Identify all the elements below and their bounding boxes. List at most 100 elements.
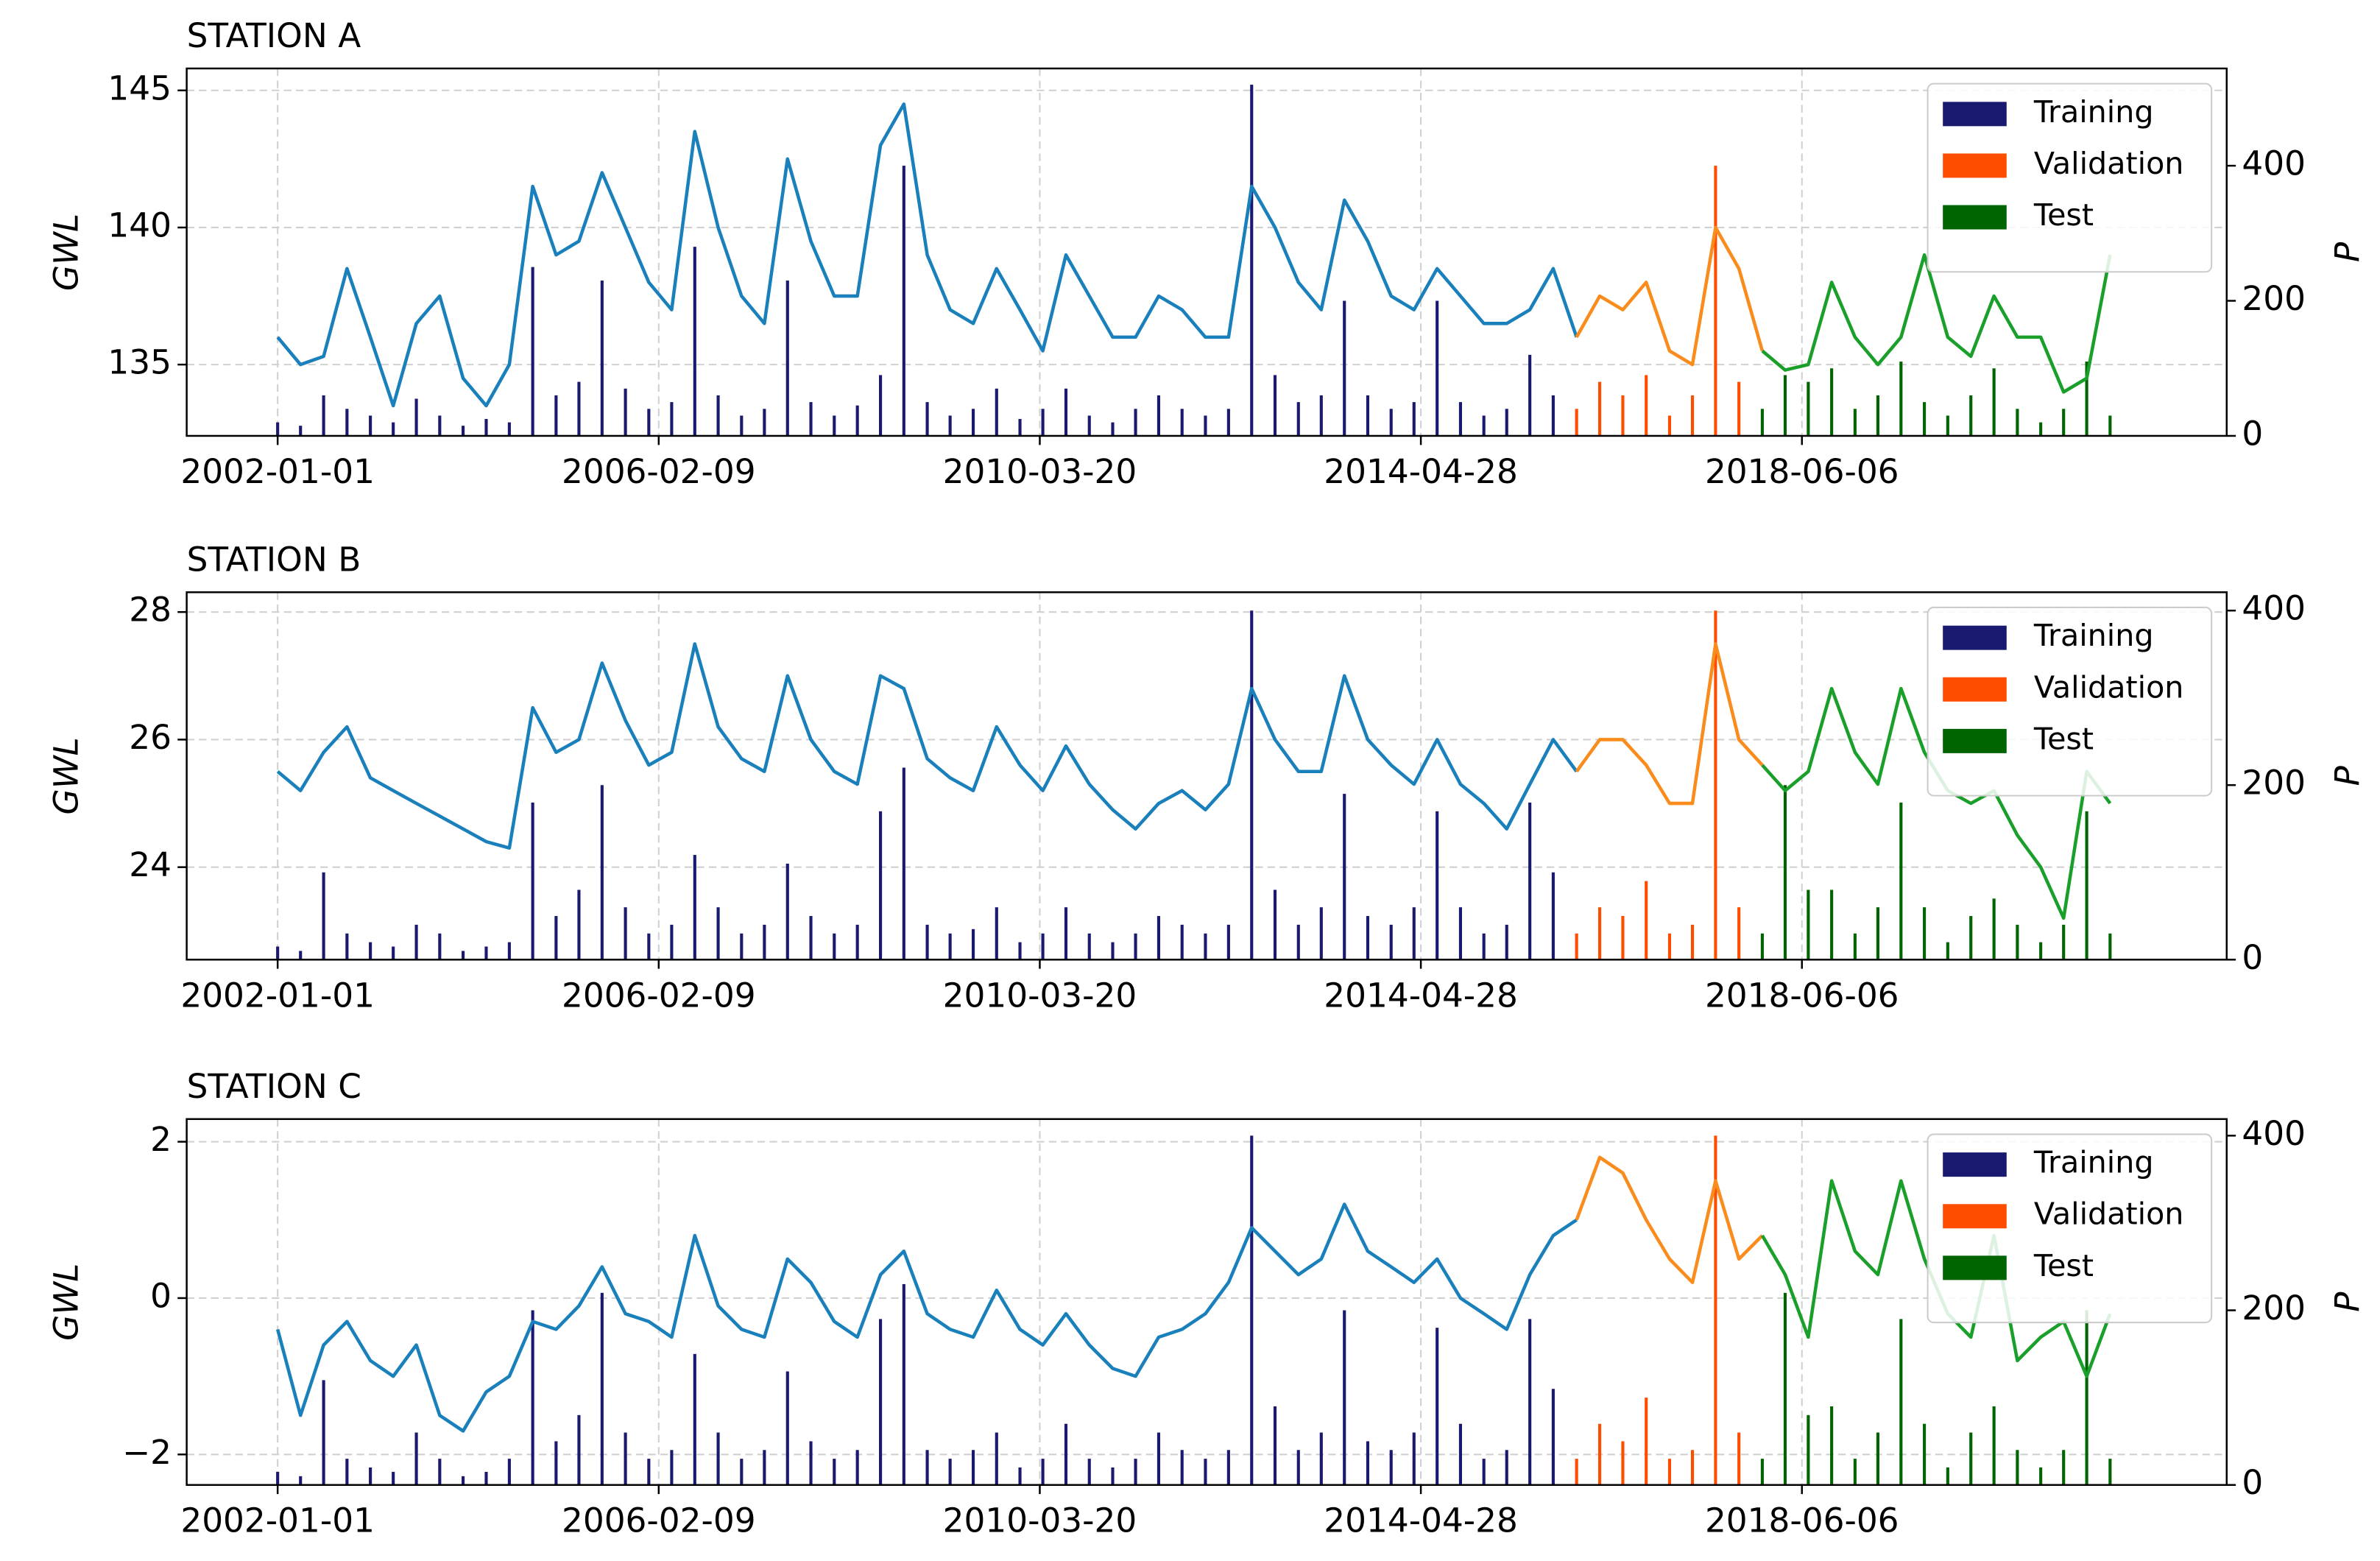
- legend-swatch: [1943, 1255, 2007, 1280]
- precip-bar: [1087, 1459, 1091, 1485]
- gwl-line: [1575, 642, 1764, 806]
- precip-bar: [1226, 409, 1230, 436]
- precip-bar: [1157, 395, 1161, 436]
- x-tick-label: 2006-02-09: [562, 452, 756, 491]
- precip-bar: [740, 933, 744, 960]
- y2-tick-label: 200: [2242, 764, 2306, 803]
- precip-bar: [1018, 419, 1022, 436]
- y-tick-label: 145: [107, 68, 172, 108]
- precip-bar: [1992, 1406, 1996, 1485]
- precip-bar: [577, 381, 581, 436]
- precip-bar: [1597, 1423, 1602, 1485]
- precip-bar: [647, 933, 651, 960]
- precip-bar: [1412, 1432, 1416, 1485]
- precip-bar: [322, 395, 325, 436]
- precip-bar: [392, 1471, 395, 1485]
- precip-bar: [1064, 907, 1068, 960]
- legend-label: Test: [2033, 197, 2094, 233]
- legend-label: Validation: [2034, 146, 2184, 181]
- precip-bar: [276, 1471, 280, 1485]
- precip-bar: [1064, 388, 1068, 436]
- legend-label: Training: [2033, 618, 2154, 653]
- precip-bar: [995, 388, 998, 436]
- y-axis-label: GWL: [46, 1264, 85, 1341]
- precip-bar: [1412, 402, 1416, 436]
- precip-bar: [1923, 907, 1927, 960]
- precip-bar: [1923, 402, 1927, 436]
- precip-bar: [1111, 942, 1115, 960]
- precip-bar: [809, 402, 813, 436]
- precip-bar: [1482, 933, 1486, 960]
- precip-bar: [600, 1292, 604, 1485]
- plot-frame: [186, 67, 2228, 437]
- x-tick-label: 2018-06-06: [1705, 452, 1899, 491]
- precip-bar: [971, 1450, 975, 1485]
- precip-bar: [1969, 916, 1973, 960]
- precip-bar: [1714, 166, 1717, 436]
- precip-bar: [1482, 415, 1486, 436]
- precip-bar: [438, 415, 442, 436]
- precip-bar: [647, 409, 651, 436]
- x-tick-label: 2014-04-28: [1324, 1501, 1518, 1540]
- precip-bar: [1783, 1292, 1787, 1485]
- x-tick-label: 2010-03-20: [943, 976, 1137, 1015]
- precip-bar: [1134, 1459, 1137, 1485]
- x-tick-label: 2018-06-06: [1705, 1501, 1899, 1540]
- precip-bar: [670, 1450, 674, 1485]
- precip-bar: [554, 916, 558, 960]
- precip-bar: [1482, 1459, 1486, 1485]
- y2-tick-label: 400: [2242, 1114, 2306, 1153]
- y2-tick-label: 0: [2242, 938, 2263, 977]
- precip-bar: [2108, 1459, 2112, 1485]
- precip-bar: [1319, 395, 1323, 436]
- precip-bar: [462, 1476, 465, 1485]
- precip-bar: [855, 1450, 859, 1485]
- precip-bar: [2039, 942, 2043, 960]
- precip-bar: [577, 889, 581, 960]
- precip-bar: [624, 1432, 627, 1485]
- precip-bar: [716, 907, 720, 960]
- precip-bar: [855, 924, 859, 960]
- precip-bar: [785, 863, 789, 960]
- precip-bar: [1575, 1459, 1578, 1485]
- legend-swatch: [1943, 625, 2007, 650]
- precip-bar: [670, 924, 674, 960]
- precip-bar: [554, 1441, 558, 1485]
- precip-bar: [1551, 872, 1555, 960]
- precip-bar: [763, 1450, 766, 1485]
- precip-bar: [2085, 811, 2088, 960]
- panel: STATION B 2002-01-01 2006-02-09 2010-03-20 2…: [46, 540, 2367, 1015]
- precip-bar: [716, 395, 720, 436]
- x-tick-label: 2010-03-20: [943, 1501, 1137, 1540]
- precip-bar: [879, 811, 883, 960]
- precip-bar: [1667, 933, 1672, 960]
- panel-title: STATION A: [187, 16, 361, 55]
- precip-bar: [1528, 354, 1532, 436]
- legend-label: Validation: [2034, 1197, 2184, 1232]
- precip-bar: [1551, 395, 1555, 436]
- precip-bar: [369, 942, 372, 960]
- precip-bar: [1250, 1135, 1254, 1485]
- precip-bar: [462, 426, 465, 436]
- y-axis-label: GWL: [46, 214, 85, 291]
- precip-bar: [1296, 924, 1300, 960]
- y-tick-label: 2: [150, 1120, 172, 1159]
- precip-bar: [1389, 1450, 1393, 1485]
- precip-bar: [1505, 1450, 1508, 1485]
- precip-bar: [1296, 1450, 1300, 1485]
- precip-bar: [693, 855, 696, 960]
- precip-bar: [1389, 409, 1393, 436]
- precip-bar: [1807, 889, 1810, 960]
- precip-bar: [624, 907, 627, 960]
- precip-bar: [1690, 1450, 1695, 1485]
- precip-bar: [1923, 1423, 1927, 1485]
- precip-bar: [1273, 375, 1277, 436]
- y-tick-label: 24: [129, 845, 172, 884]
- precip-bar: [1343, 794, 1346, 960]
- precip-bar: [809, 916, 813, 960]
- y2-tick-label: 200: [2242, 279, 2306, 318]
- precip-bar: [1458, 1423, 1462, 1485]
- precip-bar: [1319, 907, 1323, 960]
- precip-bar: [369, 415, 372, 436]
- y2-axis-label: P: [2328, 1292, 2367, 1312]
